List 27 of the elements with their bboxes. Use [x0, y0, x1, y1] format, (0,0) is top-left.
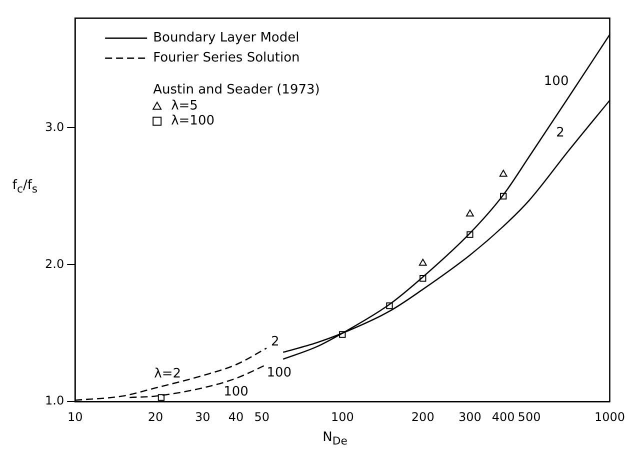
x-tick-label: 400: [492, 410, 515, 424]
annotation: 100: [266, 366, 292, 381]
annotation: 100: [224, 384, 248, 400]
legend-label: λ=100: [171, 114, 214, 129]
annotation: 100: [544, 74, 569, 89]
y-axis-title: f$_{c}$/f$_{s}$: [11, 178, 39, 196]
annotation: λ=2: [154, 366, 181, 382]
annotation: 2: [556, 125, 564, 140]
y-tick-label: 2.0: [44, 256, 64, 271]
x-tick-label: 40: [228, 410, 244, 424]
x-tick-label: 300: [458, 410, 482, 424]
x-tick-label: 50: [254, 410, 270, 424]
x-tick-label: 200: [411, 410, 434, 424]
legend-title: Austin and Seader (1973): [153, 82, 320, 98]
legend-label: Fourier Series Solution: [153, 50, 300, 66]
x-tick-label: 20: [148, 410, 164, 424]
x-tick-label: 1000: [594, 410, 626, 424]
y-tick-label: 3.0: [44, 120, 64, 134]
y-tick-label: 1.0: [44, 394, 64, 408]
annotation: 2: [270, 334, 280, 350]
x-axis-title: N$_{De}$: [322, 430, 348, 448]
x-tick-label: 500: [518, 410, 541, 424]
legend-label: Boundary Layer Model: [153, 30, 300, 46]
x-tick-label: 100: [330, 410, 354, 424]
legend-label: λ=5: [171, 98, 198, 114]
x-tick-label: 10: [67, 410, 83, 424]
x-tick-label: 30: [194, 410, 210, 424]
